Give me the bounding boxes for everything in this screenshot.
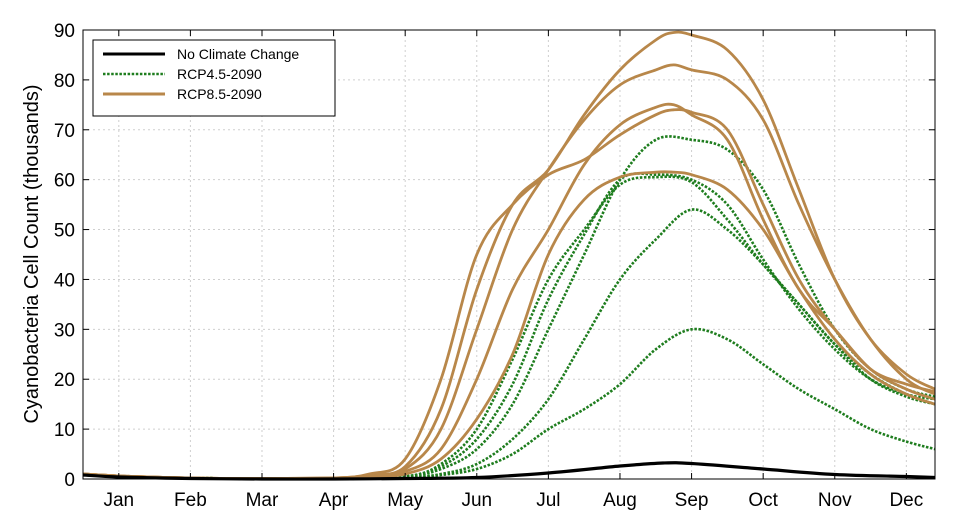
x-axis-ticks: Jan Feb Mar Apr May Jun Jul Aug Sep Oct Nov Dec — [103, 30, 923, 511]
plot-frame — [82, 29, 936, 480]
y-tick-label: 90 — [54, 21, 75, 42]
x-tick-label: Jul — [536, 490, 560, 511]
y-tick-label: 50 — [54, 221, 75, 242]
series-line-rcp8-5-2090 — [82, 170, 936, 480]
x-tick-label: Jan — [103, 490, 134, 511]
y-tick-label: 20 — [54, 370, 75, 391]
x-tick-label: Mar — [246, 490, 279, 511]
x-tick-label: Jun — [461, 490, 492, 511]
y-axis-ticks: 0 10 20 30 40 50 60 70 80 90 — [54, 21, 935, 491]
series-line-rcp4-5-2090 — [82, 172, 936, 480]
y-tick-label: 70 — [54, 121, 75, 142]
x-tick-label: Sep — [675, 490, 709, 511]
legend: No Climate Change RCP4.5-2090 RCP8.5-2090 — [92, 39, 336, 117]
x-tick-label: Feb — [174, 490, 207, 511]
x-tick-label: Nov — [818, 490, 852, 511]
series-line-rcp8-5-2090 — [82, 63, 936, 480]
series-line-rcp4-5-2090 — [82, 135, 936, 480]
y-tick-label: 40 — [54, 270, 75, 291]
y-tick-label: 60 — [54, 171, 75, 192]
grid-lines — [83, 30, 935, 479]
series-line-rcp4-5-2090 — [82, 327, 936, 480]
y-tick-label: 10 — [54, 420, 75, 441]
legend-label: RCP4.5-2090 — [177, 66, 262, 82]
x-tick-label: Aug — [603, 490, 637, 511]
legend-label: No Climate Change — [177, 46, 299, 62]
y-axis-label: Cyanobacteria Cell Count (thousands) — [21, 84, 43, 423]
x-tick-label: Apr — [319, 490, 349, 511]
legend-label: RCP8.5-2090 — [177, 86, 262, 102]
y-tick-label: 0 — [64, 470, 75, 491]
y-tick-label: 80 — [54, 71, 75, 92]
series-line-rcp4-5-2090 — [82, 208, 936, 480]
x-tick-label: Dec — [889, 490, 923, 511]
x-tick-label: Oct — [748, 490, 778, 511]
y-tick-label: 30 — [54, 320, 75, 341]
x-tick-label: May — [387, 490, 423, 511]
series-line-no-climate-change — [82, 461, 936, 481]
